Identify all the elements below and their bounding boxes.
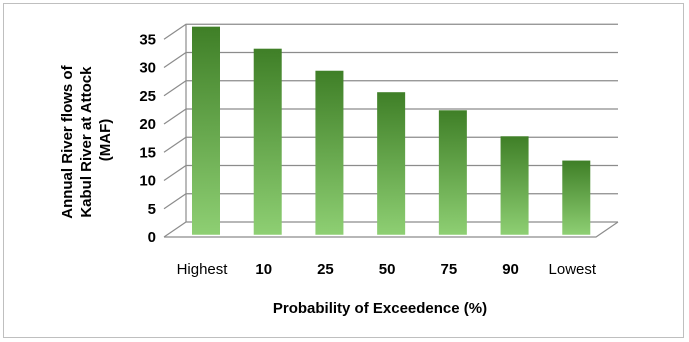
- gridline: [163, 136, 618, 153]
- y-tick-label: 5: [148, 201, 156, 218]
- bars: [192, 26, 591, 235]
- x-tick-label: 75: [441, 261, 458, 278]
- x-tick-label: 10: [255, 261, 272, 278]
- y-tick-label: 25: [139, 88, 156, 105]
- gridline: [163, 51, 618, 68]
- y-axis-title: Annual River flows of Kabul River at Att…: [59, 61, 114, 219]
- x-tick-label: 90: [502, 261, 519, 278]
- x-tick-label: Lowest: [549, 261, 597, 278]
- y-tick-label: 20: [139, 116, 156, 133]
- y-tick-label: 30: [139, 60, 156, 77]
- bar: [192, 26, 220, 235]
- floor-edge: [164, 221, 619, 238]
- bar: [500, 136, 529, 235]
- y-tick-label: 35: [139, 31, 156, 48]
- y-axis-title-line-2: Kabul River at Attock: [78, 66, 95, 218]
- gridline: [163, 80, 618, 97]
- gridline: [163, 221, 618, 238]
- x-tick-label: Highest: [177, 261, 229, 278]
- y-axis-title-line-3: (MAF): [97, 119, 114, 161]
- x-tick-label: 25: [317, 261, 334, 278]
- y-tick-label: 10: [139, 173, 156, 190]
- y-axis-title-line-1: Annual River flows of: [59, 64, 76, 218]
- bar: [253, 48, 282, 235]
- x-tick-label: 50: [379, 261, 396, 278]
- gridline: [163, 23, 618, 40]
- x-axis-title: Probability of Exceedence (%): [273, 300, 487, 317]
- y-tick-label: 15: [139, 144, 156, 161]
- bar: [315, 70, 344, 235]
- bar: [562, 160, 591, 235]
- y-tick-labels: 0 5 10 15 20 25 30 35: [139, 31, 156, 246]
- gridline: [163, 108, 618, 125]
- bar: [438, 110, 467, 235]
- gridline: [163, 193, 618, 210]
- gridlines: [163, 23, 619, 238]
- bar: [377, 92, 406, 235]
- gridline: [163, 164, 618, 181]
- x-tick-labels: Highest 10 25 50 75 90 Lowest: [177, 261, 597, 278]
- y-tick-label: 0: [148, 229, 156, 246]
